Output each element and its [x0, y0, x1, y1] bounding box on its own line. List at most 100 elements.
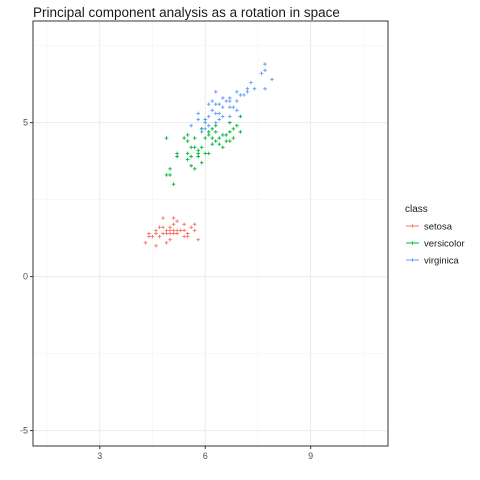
- y-tick-label: -5: [20, 426, 28, 436]
- data-point-versicolor: [224, 133, 229, 137]
- legend-label-virginica: virginica: [424, 256, 460, 267]
- legend-key-setosa: [406, 224, 419, 228]
- data-point-versicolor: [189, 163, 193, 168]
- data-point-virginica: [199, 130, 204, 134]
- data-point-setosa: [192, 222, 197, 227]
- data-point-virginica: [221, 105, 225, 110]
- data-point-versicolor: [238, 114, 243, 119]
- data-point-versicolor: [192, 145, 197, 150]
- x-tick-label: 6: [203, 451, 208, 461]
- x-tick-label: 3: [97, 451, 102, 461]
- data-point-versicolor: [164, 136, 169, 140]
- grid-minor: [33, 21, 388, 446]
- data-point-versicolor: [221, 133, 225, 137]
- data-point-setosa: [192, 228, 197, 233]
- data-point-versicolor: [185, 157, 190, 162]
- data-point-setosa: [182, 228, 186, 233]
- data-point-virginica: [221, 114, 225, 119]
- legend-label-versicolor: versicolor: [424, 239, 465, 250]
- data-point-versicolor: [199, 160, 204, 165]
- data-point-virginica: [206, 114, 211, 119]
- data-point-virginica: [270, 77, 274, 82]
- data-point-versicolor: [235, 123, 239, 128]
- legend: class setosa versicolor virginica: [405, 204, 465, 267]
- data-point-versicolor: [206, 133, 211, 137]
- data-point-virginica: [203, 120, 208, 125]
- data-point-versicolor: [185, 133, 190, 137]
- data-point-virginica: [189, 123, 193, 128]
- legend-key-virginica: [406, 258, 419, 262]
- data-point-versicolor: [217, 136, 222, 140]
- data-point-versicolor: [196, 154, 200, 159]
- data-point-setosa: [147, 231, 151, 236]
- data-point-versicolor: [203, 136, 208, 140]
- y-tick-label: 5: [23, 118, 28, 128]
- data-point-virginica: [238, 93, 243, 97]
- data-point-versicolor: [192, 136, 197, 140]
- data-point-virginica: [245, 86, 250, 91]
- data-point-virginica: [249, 80, 253, 85]
- data-point-versicolor: [164, 173, 169, 177]
- data-point-setosa: [182, 222, 186, 227]
- legend-label-setosa: setosa: [424, 222, 453, 233]
- data-point-setosa: [185, 231, 190, 236]
- data-point-setosa: [175, 231, 179, 236]
- data-point-setosa: [150, 234, 155, 239]
- data-point-setosa: [147, 234, 151, 239]
- series-versicolor: [164, 114, 243, 187]
- data-point-setosa: [196, 237, 200, 242]
- data-point-virginica: [263, 68, 267, 73]
- data-point-versicolor: [185, 139, 190, 143]
- y-tick-label: 0: [23, 272, 28, 282]
- data-point-versicolor: [213, 139, 218, 143]
- data-point-versicolor: [168, 167, 172, 171]
- data-point-virginica: [210, 99, 215, 103]
- data-point-setosa: [182, 234, 186, 239]
- data-point-versicolor: [192, 167, 197, 171]
- data-point-virginica: [228, 96, 232, 100]
- data-point-setosa: [171, 222, 176, 227]
- data-point-setosa: [189, 225, 193, 230]
- data-point-virginica: [252, 86, 257, 91]
- data-point-versicolor: [196, 151, 200, 156]
- data-point-setosa: [185, 234, 190, 239]
- data-point-versicolor: [210, 126, 215, 131]
- data-point-setosa: [143, 240, 148, 245]
- data-point-setosa: [157, 234, 162, 239]
- legend-key-mark: [410, 258, 415, 262]
- data-point-virginica: [228, 114, 232, 119]
- data-point-versicolor: [213, 123, 218, 128]
- data-point-setosa: [161, 231, 165, 236]
- data-point-versicolor: [175, 154, 179, 159]
- data-point-versicolor: [199, 126, 204, 131]
- legend-key-versicolor: [406, 241, 419, 245]
- data-point-virginica: [196, 117, 200, 122]
- data-point-setosa: [154, 228, 158, 233]
- data-point-versicolor: [168, 173, 172, 177]
- data-point-versicolor: [189, 154, 193, 159]
- data-point-virginica: [263, 86, 267, 91]
- data-point-virginica: [235, 90, 239, 94]
- data-point-virginica: [221, 96, 225, 100]
- data-point-setosa: [164, 228, 169, 233]
- data-point-virginica: [263, 62, 267, 66]
- data-point-virginica: [217, 102, 222, 106]
- data-point-setosa: [168, 231, 172, 236]
- data-point-versicolor: [228, 130, 232, 134]
- data-point-versicolor: [228, 120, 232, 125]
- data-point-setosa: [178, 228, 183, 233]
- chart-title: Principal component analysis as a rotati…: [33, 5, 340, 20]
- data-point-setosa: [175, 228, 179, 233]
- data-point-virginica: [228, 99, 232, 103]
- data-point-virginica: [217, 111, 222, 116]
- legend-key-mark: [410, 241, 415, 245]
- data-point-virginica: [235, 108, 239, 113]
- data-point-versicolor: [171, 182, 176, 187]
- data-point-versicolor: [228, 139, 232, 143]
- data-point-versicolor: [210, 136, 215, 140]
- data-point-versicolor: [210, 142, 215, 146]
- data-point-versicolor: [185, 151, 190, 156]
- x-tick-label: 9: [308, 451, 313, 461]
- data-point-virginica: [224, 99, 229, 103]
- data-point-virginica: [231, 105, 236, 110]
